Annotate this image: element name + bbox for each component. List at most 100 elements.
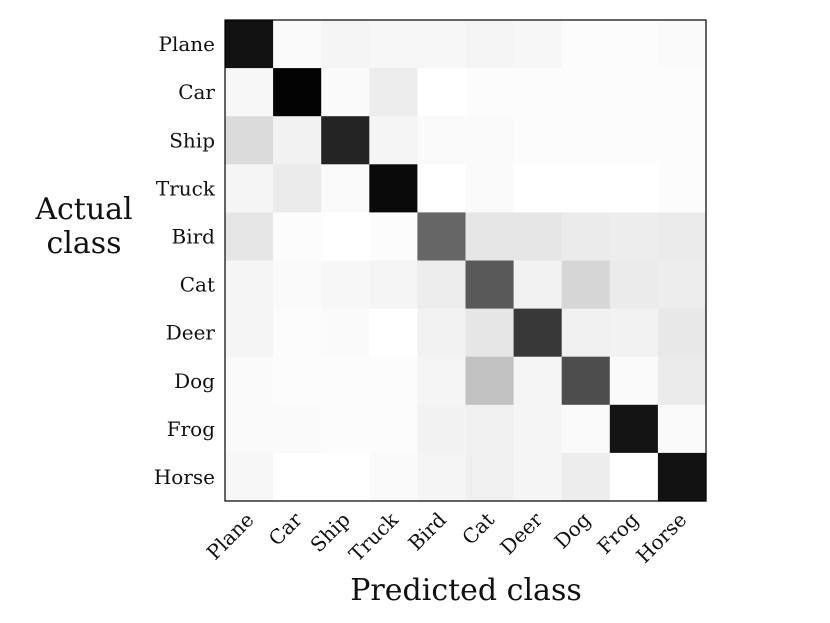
heatmap-cell-plane-truck: [369, 20, 418, 69]
heatmap-cell-cat-horse: [657, 260, 707, 310]
heatmap-cell-ship-cat: [465, 116, 515, 165]
heatmap-cell-frog-ship: [321, 404, 370, 454]
heatmap-cell-deer-ship: [321, 308, 370, 358]
heatmap-cell-plane-cat: [465, 20, 515, 69]
y-tick-label-dog: Dog: [174, 369, 215, 393]
heatmap-cell-plane-deer: [513, 20, 563, 69]
heatmap-cell-plane-dog: [561, 20, 611, 69]
heatmap-cell-plane-bird: [417, 20, 467, 69]
heatmap-cell-truck-bird: [417, 164, 467, 213]
heatmap-cell-dog-plane: [225, 356, 274, 406]
heatmap-cell-cat-ship: [321, 260, 370, 310]
heatmap-cell-horse-horse: [657, 452, 707, 502]
heatmap-cell-dog-deer: [513, 356, 563, 406]
heatmap-cell-ship-bird: [417, 116, 467, 165]
heatmap-cell-car-bird: [417, 68, 467, 117]
heatmap-cell-plane-horse: [657, 20, 707, 69]
heatmap-cell-bird-cat: [465, 212, 515, 262]
heatmap-cell-ship-truck: [369, 116, 418, 165]
y-axis-title-line-2: class: [46, 226, 121, 261]
heatmap-cell-truck-cat: [465, 164, 515, 213]
y-tick-label-car: Car: [178, 80, 215, 104]
heatmap-cell-deer-dog: [561, 308, 611, 358]
heatmap-cell-ship-plane: [225, 116, 274, 165]
y-tick-label-truck: Truck: [156, 176, 216, 200]
heatmap-cell-dog-bird: [417, 356, 467, 406]
x-axis-title: Predicted class: [350, 573, 582, 608]
heatmap-cell-dog-cat: [465, 356, 515, 406]
heatmap-cell-horse-deer: [513, 452, 563, 502]
heatmap-cell-truck-deer: [513, 164, 563, 213]
y-tick-label-frog: Frog: [167, 417, 215, 441]
heatmap-cell-bird-ship: [321, 212, 370, 262]
heatmap-cell-bird-car: [273, 212, 322, 262]
heatmap-cell-ship-frog: [609, 116, 659, 165]
y-tick-label-ship: Ship: [169, 128, 215, 152]
heatmap-cell-deer-plane: [225, 308, 274, 358]
heatmap-cell-deer-bird: [417, 308, 467, 358]
y-tick-label-plane: Plane: [159, 32, 216, 56]
heatmap-cell-bird-dog: [561, 212, 611, 262]
heatmap-cell-cat-car: [273, 260, 322, 310]
x-tick-label-car: Car: [264, 507, 307, 550]
heatmap-cell-plane-car: [273, 20, 322, 69]
heatmap-cell-horse-bird: [417, 452, 467, 502]
heatmap-cell-deer-truck: [369, 308, 418, 358]
heatmap-cell-cat-bird: [417, 260, 467, 310]
x-tick-label-plane: Plane: [202, 508, 259, 565]
heatmap-cell-car-horse: [657, 68, 707, 117]
heatmap-cell-truck-truck: [369, 164, 418, 213]
x-tick-label-cat: Cat: [457, 508, 499, 550]
heatmap-cell-bird-horse: [657, 212, 707, 262]
heatmap-cell-bird-frog: [609, 212, 659, 262]
heatmap-cell-frog-cat: [465, 404, 515, 454]
heatmap-cell-cat-deer: [513, 260, 563, 310]
heatmap-cell-truck-dog: [561, 164, 611, 213]
heatmap-cell-car-car: [273, 68, 322, 117]
heatmap-cell-horse-ship: [321, 452, 370, 502]
heatmap-cell-frog-plane: [225, 404, 274, 454]
heatmap-cell-bird-truck: [369, 212, 418, 262]
heatmap-cell-deer-frog: [609, 308, 659, 358]
heatmap-cell-deer-car: [273, 308, 322, 358]
heatmap-cell-bird-plane: [225, 212, 274, 262]
heatmap-cell-ship-car: [273, 116, 322, 165]
heatmap-cell-dog-ship: [321, 356, 370, 406]
heatmap-cell-plane-ship: [321, 20, 370, 69]
y-tick-label-cat: Cat: [180, 273, 215, 297]
heatmap-cell-frog-frog: [609, 404, 659, 454]
heatmap-cell-frog-car: [273, 404, 322, 454]
heatmap-cell-frog-truck: [369, 404, 418, 454]
heatmap-cell-ship-dog: [561, 116, 611, 165]
heatmap-cell-frog-bird: [417, 404, 467, 454]
heatmap-cell-truck-horse: [657, 164, 707, 213]
heatmap-cell-car-ship: [321, 68, 370, 117]
x-tick-label-dog: Dog: [549, 507, 595, 553]
heatmap-cell-dog-truck: [369, 356, 418, 406]
heatmap-cell-plane-frog: [609, 20, 659, 69]
y-axis-title-line-1: Actual: [34, 192, 132, 227]
heatmap-cell-bird-deer: [513, 212, 563, 262]
heatmap-cell-horse-dog: [561, 452, 611, 502]
heatmap-cell-horse-car: [273, 452, 322, 502]
heatmap-cell-frog-dog: [561, 404, 611, 454]
heatmap-cell-car-plane: [225, 68, 274, 117]
heatmap-cell-plane-plane: [225, 20, 274, 69]
heatmap-cell-ship-deer: [513, 116, 563, 165]
heatmap-cell-ship-ship: [321, 116, 370, 165]
heatmap-cell-dog-horse: [657, 356, 707, 406]
heatmap-cell-horse-cat: [465, 452, 515, 502]
heatmap-cells: [225, 20, 707, 502]
heatmap-cell-dog-car: [273, 356, 322, 406]
heatmap-cell-cat-dog: [561, 260, 611, 310]
heatmap-cell-cat-plane: [225, 260, 274, 310]
heatmap-cell-deer-horse: [657, 308, 707, 358]
y-tick-label-horse: Horse: [154, 465, 215, 489]
heatmap-cell-truck-car: [273, 164, 322, 213]
heatmap-cell-frog-deer: [513, 404, 563, 454]
heatmap-cell-car-dog: [561, 68, 611, 117]
heatmap-cell-horse-plane: [225, 452, 274, 502]
heatmap-cell-car-frog: [609, 68, 659, 117]
